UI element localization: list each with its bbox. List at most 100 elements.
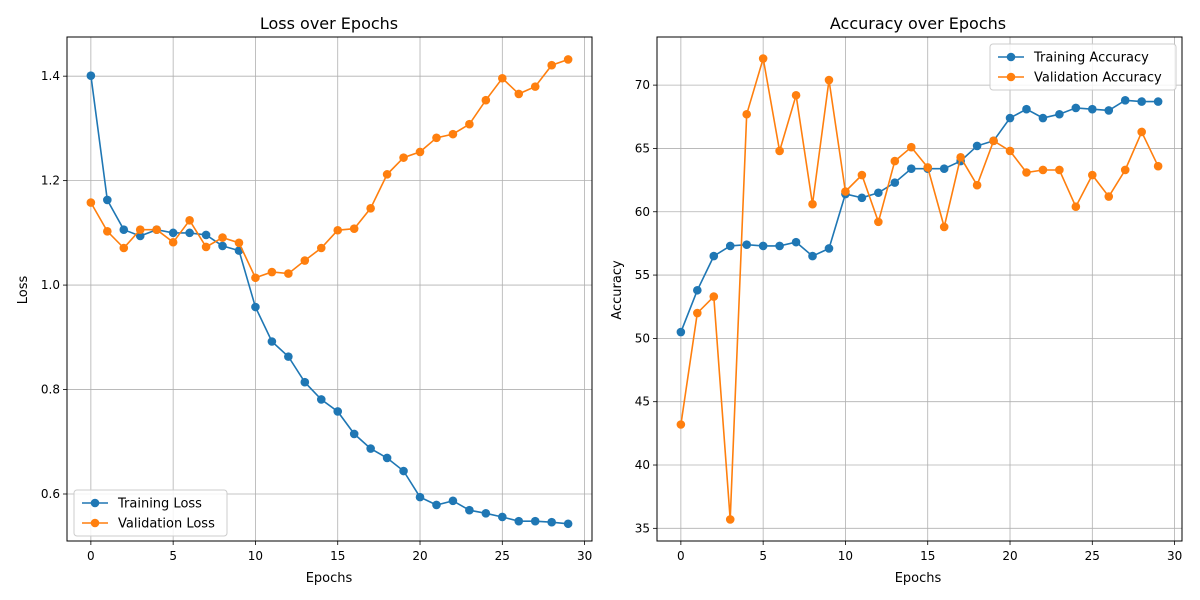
y-tick-label: 50 [635,331,650,345]
data-point [676,420,686,429]
data-point [1022,104,1031,114]
y-tick-label: 55 [635,268,650,282]
y-axis-label: Accuracy [610,260,625,320]
x-tick-label: 25 [495,549,510,563]
data-point [448,496,458,506]
data-point [382,170,392,179]
data-point [1005,146,1015,156]
data-point [86,198,96,207]
data-point [316,243,326,253]
data-point [709,251,719,261]
x-tick-label: 30 [577,549,592,563]
data-point [530,516,540,526]
data-point [693,308,702,318]
data-point [775,146,784,156]
accuracy-chart: Accuracy over Epochs Epochs Accuracy 0 5 1… [610,14,1183,586]
data-point [742,240,751,249]
data-point [399,466,408,476]
data-point [251,273,260,283]
data-point [693,285,702,295]
data-point [267,267,277,277]
data-point [530,82,540,91]
data-point [1120,165,1130,175]
legend-entry-label: Training Loss [117,497,202,512]
data-point [382,453,392,463]
x-tick-label: 15 [920,549,935,563]
legend-swatch-marker [90,498,100,508]
data-point [725,241,735,251]
data-point [481,509,491,518]
data-point [448,129,458,139]
y-tick-label: 1.0 [41,278,60,292]
x-tick-label: 15 [330,549,345,563]
data-point [234,238,244,248]
y-tick-label: 1.2 [41,174,60,188]
data-point [676,327,686,337]
legend-swatch-marker [1006,52,1016,62]
data-point [956,153,965,162]
data-point [498,512,507,522]
data-point [1088,170,1097,180]
data-point [906,142,916,152]
data-point [432,500,441,510]
data-point [86,71,96,80]
x-tick-label: 30 [1167,549,1182,563]
plot-frame [66,36,593,542]
data-point [135,225,145,235]
data-point [972,141,982,151]
data-point [758,54,768,63]
data-point [775,241,784,251]
data-point [1038,165,1048,175]
y-tick-label: 60 [635,205,650,219]
series-line-1 [680,58,1159,520]
x-tick-label: 10 [248,549,263,563]
x-axis-label: Epochs [895,571,942,586]
data-point [563,519,573,529]
data-point [808,199,817,209]
data-point [185,216,194,225]
data-point [1005,113,1015,123]
data-point [758,241,768,251]
loss-chart: Loss over Epochs Epochs Loss 0 5 10 15 20 25 3… [16,14,593,586]
y-tick-label: 45 [635,395,650,409]
x-tick-label: 0 [87,549,95,563]
data-point [874,217,883,227]
legend-box [989,43,1177,91]
chart-title: Loss over Epochs [260,14,398,33]
data-point [218,233,227,242]
data-point [923,163,933,172]
y-tick-label: 70 [635,78,650,92]
data-point [498,73,507,83]
y-tick-label: 1.4 [41,69,60,83]
data-point [333,225,343,235]
data-point [399,153,408,162]
data-point [218,241,227,251]
data-point [1137,97,1146,106]
data-point [1022,168,1031,177]
data-point [939,164,949,173]
data-point [366,204,375,213]
data-point [300,256,310,265]
data-point [742,109,751,119]
y-axis-label: Loss [16,276,31,305]
legend: Training Loss Validation Loss [73,489,228,537]
legend-swatch-marker [1006,72,1016,82]
data-point [316,395,326,404]
data-point [1038,113,1048,123]
data-point [1104,106,1114,115]
data-point [989,136,998,146]
data-point [300,377,310,387]
data-point [808,251,817,261]
data-point [791,237,801,247]
data-point [1071,103,1081,113]
data-point [857,193,867,203]
data-point [1055,165,1064,175]
x-tick-label: 20 [412,549,427,563]
x-tick-label: 25 [1085,549,1100,563]
data-point [201,230,211,240]
data-point [185,228,194,238]
data-point [168,228,178,238]
data-point [857,170,867,180]
y-tick-label: 65 [635,141,650,155]
x-tick-label: 20 [1002,549,1017,563]
